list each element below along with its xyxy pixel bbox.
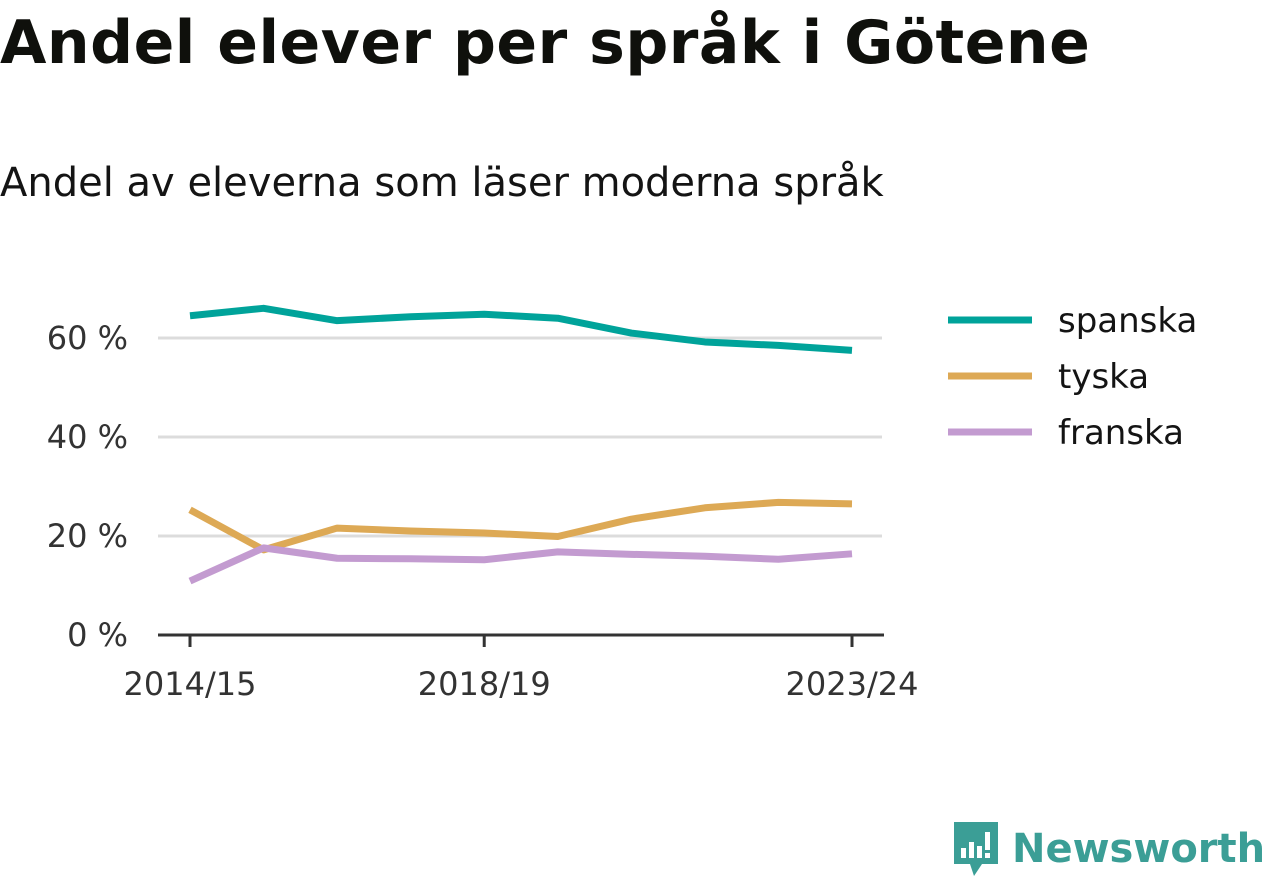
chart-title: Andel elever per språk i Götene [0, 8, 1091, 78]
x-tick-label: 2023/24 [786, 665, 919, 703]
y-tick-label: 60 % [47, 319, 128, 357]
legend: spanska tyska franska [948, 301, 1197, 453]
x-tick-label: 2014/15 [124, 665, 257, 703]
legend-label-spanska: spanska [1058, 301, 1197, 341]
series-line-spanska [189, 304, 853, 354]
brand-name: Newsworthy [1012, 826, 1262, 872]
series-line-tyska [188, 498, 853, 554]
y-tick-label: 20 % [47, 517, 128, 555]
newsworthy-logo-icon [954, 822, 998, 876]
y-tick-label: 0 % [67, 616, 128, 654]
grid-lines [158, 336, 882, 538]
axes: 0 % 20 % 40 % 60 % 2014/15 2018/19 2023/24 [47, 319, 919, 703]
series-lines [188, 304, 853, 585]
chart-subtitle: Andel av eleverna som läser moderna språ… [0, 160, 884, 206]
legend-label-franska: franska [1058, 413, 1184, 453]
series-line-franska [188, 544, 853, 585]
brand-logo: Newsworthy [952, 820, 1262, 878]
x-tick-label: 2018/19 [418, 665, 551, 703]
legend-label-tyska: tyska [1058, 357, 1149, 397]
y-tick-label: 40 % [47, 418, 128, 456]
